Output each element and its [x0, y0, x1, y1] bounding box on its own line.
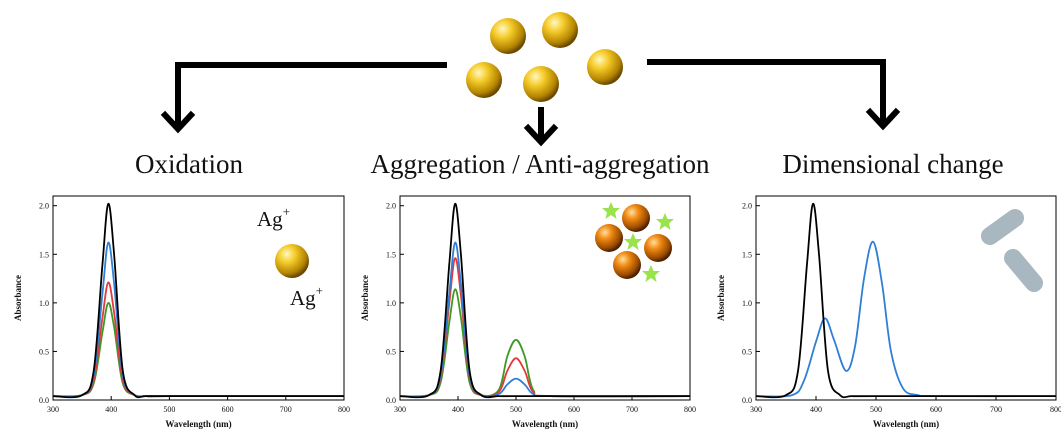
- nanoparticle: [466, 62, 502, 98]
- chart-aggregation: 0.0 0.5 1.0 1.5 2.0 300 400 500 600 700 800 Wavelen…: [360, 195, 696, 429]
- y-tick-label: 1.0: [386, 299, 396, 308]
- x-tick-label: 800: [338, 405, 350, 414]
- connectors: [160, 59, 901, 147]
- title-oxidation: Oxidation: [135, 149, 243, 179]
- star-icon: [656, 213, 674, 230]
- nanorod: [1004, 249, 1043, 292]
- plot-frame: [52, 195, 345, 401]
- connector-right: [647, 59, 886, 125]
- x-tick-label: 700: [626, 405, 638, 414]
- title-aggregation: Aggregation / Anti-aggregation: [371, 149, 710, 179]
- nanoparticle: [490, 18, 526, 54]
- x-axis-title: Wavelength (nm): [512, 419, 578, 429]
- star-icon: [624, 233, 642, 250]
- y-tick-label: 2.0: [742, 202, 752, 211]
- nanorod-inset: [981, 209, 1043, 292]
- y-tick-label: 0.5: [742, 347, 752, 356]
- y-tick-label: 2.0: [39, 202, 49, 211]
- star-icon: [602, 202, 620, 219]
- aggregated-particle: [644, 234, 672, 262]
- x-tick-label: 300: [394, 405, 406, 414]
- nanoparticle-cluster: [466, 12, 623, 102]
- nanoparticle: [542, 12, 578, 48]
- ag-ion-label-bottom: Ag+: [290, 283, 323, 310]
- aggregated-particle: [622, 204, 650, 232]
- nanorod: [981, 209, 1024, 245]
- y-tick-label: 0.0: [742, 396, 752, 405]
- x-tick-label: 600: [568, 405, 580, 414]
- series-line: [755, 202, 1056, 399]
- y-tick-label: 0.0: [39, 396, 49, 405]
- aggregation-inset: [595, 202, 674, 282]
- y-tick-label: 0.5: [39, 347, 49, 356]
- x-tick-label: 500: [163, 405, 175, 414]
- silver-nanoparticle: [275, 244, 309, 278]
- x-axis-title: Wavelength (nm): [165, 419, 231, 429]
- y-tick-label: 1.0: [742, 299, 752, 308]
- x-tick-label: 300: [750, 405, 762, 414]
- x-tick-label: 300: [47, 405, 59, 414]
- x-axis-title: Wavelength (nm): [873, 419, 939, 429]
- y-tick-label: 0.0: [386, 396, 396, 405]
- y-axis-title: Absorbance: [13, 275, 23, 321]
- series-line: [399, 202, 690, 399]
- star-icon: [642, 265, 660, 282]
- x-tick-label: 600: [930, 405, 942, 414]
- x-tick-label: 400: [105, 405, 117, 414]
- plot-frame: [399, 195, 691, 401]
- x-tick-label: 800: [1050, 405, 1061, 414]
- y-axis-title: Absorbance: [360, 275, 370, 321]
- x-tick-label: 700: [280, 405, 292, 414]
- y-tick-label: 1.5: [742, 250, 752, 259]
- aggregated-particle: [595, 224, 623, 252]
- nanoparticle: [523, 66, 559, 102]
- nanoparticle: [587, 49, 623, 85]
- arrow-head-left: [160, 110, 196, 134]
- y-tick-label: 1.5: [386, 250, 396, 259]
- arrow-head-right: [865, 107, 901, 131]
- oxidation-inset: Ag+ Ag+: [257, 204, 323, 310]
- ag-ion-label-top: Ag+: [257, 204, 290, 231]
- y-tick-label: 1.5: [39, 250, 49, 259]
- y-tick-label: 2.0: [386, 202, 396, 211]
- x-tick-label: 500: [510, 405, 522, 414]
- chart-oxidation: 0.0 0.5 1.0 1.5 2.0 300 400 500 600 700 800 Wavelen…: [13, 195, 350, 429]
- x-tick-label: 400: [452, 405, 464, 414]
- y-tick-label: 0.5: [386, 347, 396, 356]
- series-line: [52, 202, 344, 399]
- x-tick-label: 600: [222, 405, 234, 414]
- chart-dimensional-change: 0.0 0.5 1.0 1.5 2.0 300 400 500 600 700 800 Wavelen…: [716, 195, 1061, 429]
- x-tick-label: 400: [810, 405, 822, 414]
- y-tick-label: 1.0: [39, 299, 49, 308]
- arrow-head-middle: [523, 123, 559, 147]
- connector-left: [175, 62, 447, 128]
- title-dimensional-change: Dimensional change: [782, 149, 1003, 179]
- x-tick-label: 700: [990, 405, 1002, 414]
- plot-frame: [755, 195, 1057, 401]
- x-tick-label: 800: [684, 405, 696, 414]
- aggregated-particle: [613, 251, 641, 279]
- series-line: [399, 241, 691, 398]
- y-axis-title: Absorbance: [716, 275, 726, 321]
- series-line: [755, 240, 1057, 398]
- x-tick-label: 500: [870, 405, 882, 414]
